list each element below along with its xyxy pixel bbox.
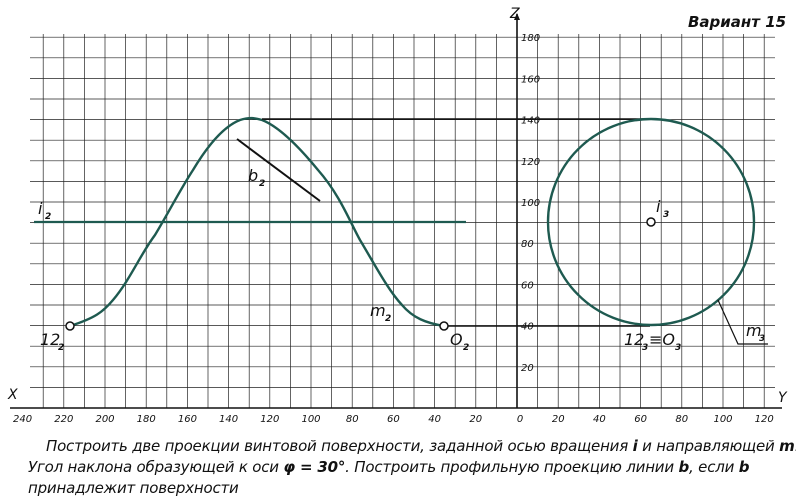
x-tick-label: 60 [387,414,400,425]
x-tick-label: 80 [346,414,359,425]
task-line-1-text-b: и направляющей [637,437,780,455]
y-tick-label: 0 [517,414,523,425]
x-tick-label: 20 [469,414,482,425]
svg-text:≡O: ≡O [649,330,675,349]
label-i-front: i 2 [38,199,51,222]
svg-text:i: i [38,199,43,218]
label-12-front: 12 2 [40,330,64,353]
z-tick-label: 160 [521,74,540,85]
x-tick-label: 40 [428,414,441,425]
x-tick-label: 100 [301,414,320,425]
svg-text:3: 3 [663,210,669,220]
task-symbol-m: m [779,437,795,455]
label-m-profile: m 3 [746,321,765,344]
svg-text:m: m [746,321,762,340]
z-axis-name: Z [509,6,520,22]
y-tick-label: 120 [755,414,774,425]
label-m-front: m 2 [370,301,391,324]
x-axis-ticks: 240 220 200 180 160 140 120 100 80 60 40 20 [13,414,482,425]
point-i-profile [646,217,656,227]
label-i-profile: i 3 [656,197,669,220]
x-axis-name: X [7,387,18,403]
task-line-1: Построить две проекции винтовой поверхно… [28,436,796,457]
svg-text:2: 2 [58,343,64,353]
task-line-2-text-b: . Построить профильную проекцию линии [345,458,679,476]
label-o-front: O 2 [450,330,469,353]
z-tick-label: 100 [521,198,540,209]
label-12-o-profile: 12 3 ≡O 3 [624,330,681,353]
y-tick-label: 80 [675,414,688,425]
svg-text:i: i [656,197,661,216]
y-tick-label: 60 [634,414,647,425]
task-line-2-text-a: Угол наклона образующей к оси [28,458,284,476]
y-tick-label: 40 [593,414,606,425]
svg-text:m: m [370,301,386,320]
svg-text:3: 3 [642,343,648,353]
leader-m-profile [717,299,768,345]
task-line-3: принадлежит поверхности [28,478,788,499]
label-b-front: b 2 [248,166,265,189]
z-tick-label: 20 [521,363,534,374]
svg-text:3: 3 [759,334,765,344]
svg-text:O: O [450,330,463,349]
svg-text:2: 2 [385,314,391,324]
helix-m-front [69,116,445,328]
svg-text:12: 12 [40,330,60,349]
x-tick-label: 180 [137,414,156,425]
point-o-front [439,321,449,331]
svg-text:b: b [248,166,258,185]
task-line-3-text: принадлежит поверхности [28,479,239,497]
y-tick-label: 100 [713,414,732,425]
task-angle-phi: φ = 30° [283,458,346,476]
z-tick-label: 140 [521,116,540,127]
svg-text:2: 2 [463,343,469,353]
x-tick-label: 120 [260,414,279,425]
z-tick-label: 60 [521,280,534,291]
svg-text:2: 2 [259,179,265,189]
x-tick-label: 200 [95,414,114,425]
y-axis-name: Y [778,390,788,406]
z-tick-label: 180 [521,33,540,44]
task-line-2: Угол наклона образующей к оси φ = 30°. П… [28,457,788,478]
svg-text:3: 3 [675,343,681,353]
svg-text:12: 12 [624,330,644,349]
task-line-1-text-c: . [795,437,796,455]
x-tick-label: 240 [13,414,32,425]
circle-m-profile [546,117,756,327]
task-line-2-text-c: , если [689,458,739,476]
x-tick-label: 140 [219,414,238,425]
task-symbol-b: b [678,458,690,476]
z-tick-label: 80 [521,239,534,250]
z-axis-ticks: 180 160 140 120 100 80 60 40 20 [521,33,540,374]
task-symbol-b-2: b [738,458,750,476]
z-tick-label: 120 [521,157,540,168]
task-symbol-i: i [632,437,638,455]
variant-title: Вариант 15 [688,13,786,31]
task-line-1-text-a: Построить две проекции винтовой поверхно… [46,437,633,455]
x-tick-label: 220 [54,414,73,425]
z-tick-label: 40 [521,322,534,333]
point-12-front [65,321,75,331]
y-axis-ticks: 0 20 40 60 80 100 120 [517,414,774,425]
x-tick-label: 160 [178,414,197,425]
task-description: Построить две проекции винтовой поверхно… [28,436,796,499]
svg-text:2: 2 [45,212,51,222]
y-tick-label: 20 [552,414,565,425]
line-b-front [236,138,321,202]
